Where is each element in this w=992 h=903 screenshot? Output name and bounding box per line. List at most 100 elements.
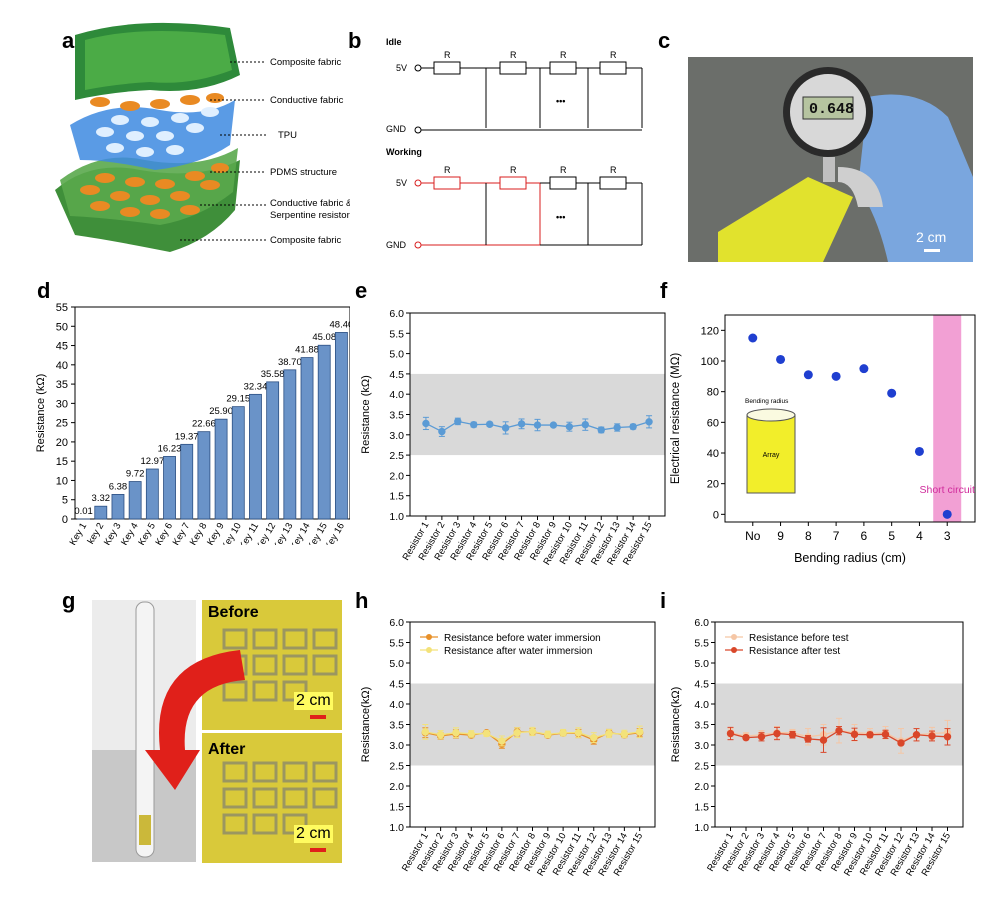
- thickness-gauge-photo: 0.648 2 cm: [688, 57, 973, 262]
- data-point: [635, 728, 644, 736]
- y-tick-label: 5: [62, 495, 68, 507]
- bar-value-label: 29.15: [226, 394, 250, 405]
- y-tick-label: 20: [707, 479, 719, 491]
- data-point: [544, 730, 552, 739]
- bar-value-label: 45.08: [312, 332, 336, 343]
- y-tick-label: 1.5: [389, 802, 404, 814]
- y-tick-label: 4.0: [389, 699, 404, 711]
- y-tick-label: 5.0: [389, 349, 404, 361]
- working-label: Working: [386, 147, 422, 157]
- legend-marker: [731, 647, 737, 653]
- data-point: [881, 730, 890, 739]
- bar: [300, 357, 314, 520]
- y-tick-label: 50: [56, 321, 68, 333]
- circuit-diagram: Idle 5V GND R R R R ••• Working 5V GND R…: [386, 37, 643, 250]
- bar: [128, 481, 142, 520]
- data-point: [470, 420, 478, 429]
- panel-letter-h: h: [355, 588, 369, 613]
- y-tick-label: 40: [707, 448, 719, 460]
- data-point: [501, 424, 510, 432]
- bar: [317, 344, 331, 520]
- y-tick-label: 100: [701, 356, 719, 368]
- y-tick-label: 5.0: [694, 658, 709, 670]
- data-point: [773, 729, 781, 738]
- chart-h-water-immersion: 1.0 1.5 2.0 2.5 3.0 3.5 4.0 4.5 5.0 5.5 6.0 Resista…: [360, 617, 656, 878]
- y-tick-label: 10: [56, 475, 68, 487]
- data-point: [549, 421, 558, 429]
- x-tick-label: 8: [805, 529, 812, 543]
- chart-d-resistance-bars: 0 5 10 15 20 25 30 35 40 45 50 55 Resistance (kΩ) 0.0…: [35, 302, 350, 545]
- working-5v-label: 5V: [396, 178, 407, 188]
- y-tick-label: 2.5: [389, 761, 404, 773]
- bar: [94, 505, 108, 520]
- x-tick-label: 3: [944, 529, 951, 543]
- photo-c-scale-bar: [924, 249, 940, 252]
- bar: [214, 418, 228, 520]
- data-point: [597, 426, 605, 434]
- idle-r1: R: [444, 50, 451, 60]
- idle-circuit: [414, 61, 643, 134]
- y-tick-label: 20: [56, 437, 68, 449]
- fabric-after-photo: After 2 cm: [202, 733, 342, 863]
- y-tick-label: 25: [56, 418, 68, 430]
- data-point: [513, 729, 521, 737]
- data-point: [629, 422, 637, 431]
- y-tick-label: 45: [56, 341, 68, 353]
- y-tick-label: 2.0: [389, 470, 404, 482]
- working-circuit: [414, 176, 643, 249]
- idle-label: Idle: [386, 37, 402, 47]
- panel-letter-f: f: [660, 278, 668, 303]
- data-point: [528, 727, 537, 736]
- data-point: [613, 423, 621, 432]
- y-tick-label: 2.5: [389, 450, 404, 462]
- y-tick-label: 4.5: [694, 679, 709, 691]
- bar: [180, 443, 194, 520]
- data-point: [850, 730, 859, 739]
- data-point: [928, 732, 936, 740]
- legend-marker: [426, 647, 432, 653]
- x-tick-label: No: [745, 529, 761, 543]
- bar-value-label: 41.88: [295, 345, 319, 356]
- data-point: [942, 509, 952, 519]
- inset-cylinder-top: [746, 408, 796, 422]
- bar: [163, 456, 176, 520]
- y-axis-label: Resistance(kΩ): [360, 687, 372, 762]
- y-tick-label: 40: [56, 360, 68, 372]
- y-tick-label: 3.5: [389, 410, 404, 422]
- data-point: [436, 731, 445, 739]
- plot-frame: [74, 306, 350, 520]
- y-tick-label: 0: [713, 509, 719, 521]
- legend-marker: [426, 634, 432, 640]
- serpentine-resistors: [80, 163, 229, 219]
- data-point: [454, 417, 462, 426]
- fabric-before-photo: Before 2 cm: [202, 600, 342, 730]
- y-tick-label: 5.0: [389, 658, 404, 670]
- y-tick-label: 3.5: [694, 720, 709, 732]
- short-circuit-annotation: Short circuit: [920, 484, 976, 496]
- y-tick-label: 5.5: [389, 328, 404, 340]
- bar-value-label: 6.38: [109, 481, 128, 492]
- bar-value-label: 19.37: [175, 431, 199, 442]
- working-r4: R: [610, 165, 617, 175]
- yellow-fabric: [718, 177, 853, 262]
- y-tick-label: 4.5: [389, 369, 404, 381]
- chart-e-resistance-line: 1.0 1.5 2.0 2.5 3.0 3.5 4.0 4.5 5.0 5.5 6.0 Resista…: [360, 308, 666, 567]
- before-label: Before: [208, 604, 259, 621]
- working-dots: •••: [556, 212, 565, 222]
- y-tick-label: 2.5: [694, 761, 709, 773]
- idle-r2: R: [510, 50, 517, 60]
- y-tick-label: 30: [56, 398, 68, 410]
- conductive-fabric-dots: [90, 93, 224, 111]
- y-tick-label: 5.5: [694, 638, 709, 650]
- label-composite-fabric-top: Composite fabric: [270, 57, 342, 68]
- y-tick-label: 0: [62, 514, 68, 526]
- reference-band: [410, 373, 665, 456]
- inset-title: Bending radius: [745, 398, 789, 405]
- data-point: [914, 446, 924, 456]
- data-point: [912, 731, 921, 739]
- panel-letter-a: a: [62, 28, 75, 53]
- bar: [231, 406, 245, 520]
- photo-c-scale-label: 2 cm: [916, 229, 947, 245]
- data-point: [645, 418, 653, 426]
- y-tick-label: 55: [56, 302, 68, 314]
